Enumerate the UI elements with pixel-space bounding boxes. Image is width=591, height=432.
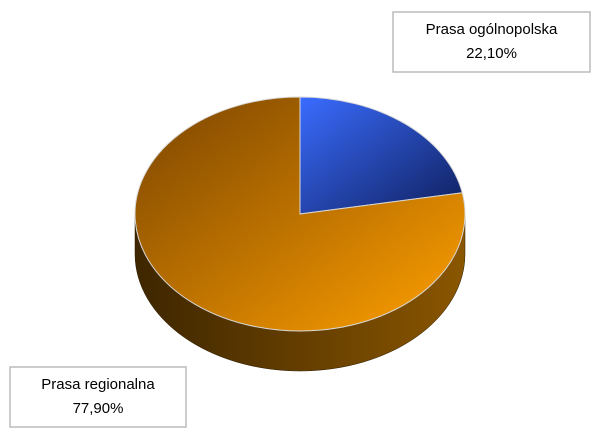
category-label: Prasa ogólnopolska xyxy=(426,21,558,38)
label-box xyxy=(392,11,591,73)
pie-slice xyxy=(134,96,466,332)
value-label: 22,10% xyxy=(466,45,517,62)
pie-slice xyxy=(299,96,463,215)
value-label: 77,90% xyxy=(73,400,124,417)
label-box xyxy=(9,366,187,428)
category-label: Prasa regionalna xyxy=(41,376,155,393)
